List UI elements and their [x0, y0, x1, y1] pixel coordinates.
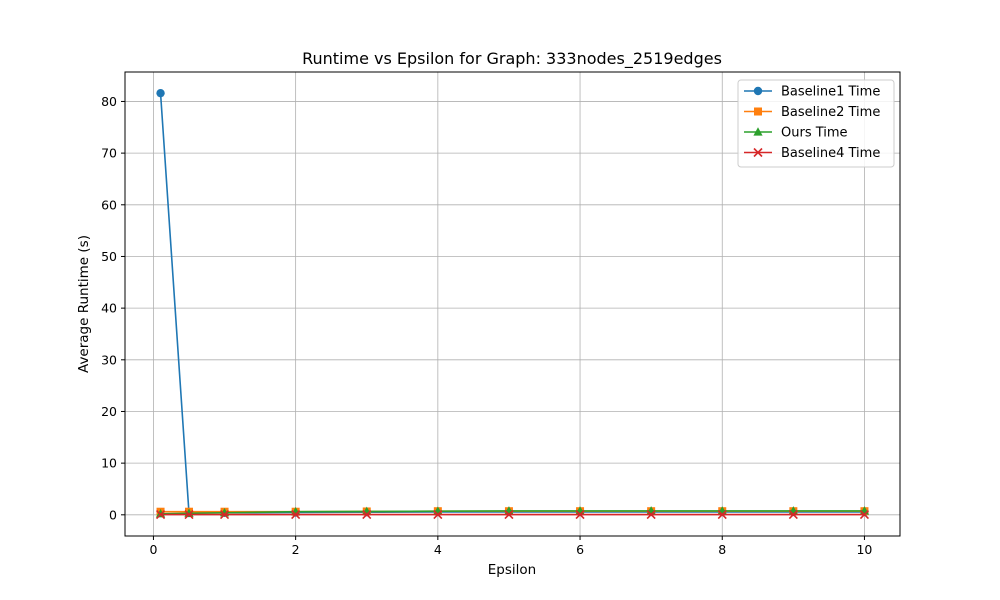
y-tick-label: 10 — [101, 456, 117, 471]
data-point-baseline4-time — [155, 509, 166, 520]
x-marker-stroke — [219, 509, 230, 520]
x-marker-stroke — [184, 509, 194, 520]
x-marker-stroke — [859, 509, 870, 520]
legend-box — [737, 79, 895, 168]
y-tick-label: 20 — [101, 404, 117, 419]
x-marker-stroke — [575, 509, 585, 520]
y-tick-label: 60 — [101, 197, 117, 212]
legend-label: Baseline2 Time — [781, 105, 880, 120]
legend-label: Ours Time — [781, 126, 848, 141]
plot-frame — [124, 71, 901, 537]
series-group — [155, 88, 870, 520]
legend-marker — [754, 107, 762, 116]
data-point-baseline4-time — [859, 509, 870, 520]
x-marker-stroke — [646, 509, 656, 520]
x-marker-stroke — [362, 509, 372, 520]
legend-marker — [753, 86, 763, 96]
legend-entry: Baseline4 Time — [744, 146, 880, 161]
axis-ticks: 0 2 4 6 8 10 0 10 20 30 40 50 60 70 80 — [101, 94, 872, 557]
series-baseline4-time — [155, 509, 870, 520]
x-marker-stroke — [433, 509, 443, 520]
data-point-baseline4-time — [433, 509, 443, 520]
data-point-baseline4-time — [575, 509, 585, 520]
data-point-baseline4-time — [646, 509, 656, 520]
y-tick-label: 0 — [109, 507, 117, 522]
x-marker-stroke — [788, 509, 798, 520]
x-tick-label: 2 — [292, 542, 300, 557]
series-line-ours-time — [160, 510, 865, 515]
x-marker-stroke — [504, 509, 514, 520]
data-point-baseline4-time — [184, 509, 194, 520]
data-point-baseline4-time — [291, 509, 301, 520]
x-tick-label: 0 — [149, 542, 157, 557]
y-tick-label: 70 — [101, 146, 117, 161]
y-axis-label: Average Runtime (s) — [76, 235, 92, 373]
data-point-baseline1-time — [156, 88, 165, 98]
y-tick-label: 80 — [101, 94, 117, 109]
legend-entry: Ours Time — [744, 126, 848, 141]
x-tick-label: 4 — [434, 542, 442, 557]
legend: Baseline1 Time Baseline2 Time Ours Time Bas… — [737, 79, 895, 168]
chart-title: Runtime vs Epsilon for Graph: 333nodes_2… — [302, 49, 722, 69]
x-marker-stroke — [155, 509, 166, 520]
y-tick-label: 40 — [101, 301, 117, 316]
x-tick-label: 8 — [718, 542, 726, 557]
data-point-baseline4-time — [362, 509, 372, 520]
y-tick-label: 30 — [101, 352, 117, 367]
y-tick-label: 50 — [101, 249, 117, 264]
x-tick-label: 6 — [576, 542, 584, 557]
legend-marker — [753, 147, 763, 158]
legend-label: Baseline1 Time — [781, 85, 880, 100]
legend-entry: Baseline2 Time — [744, 105, 880, 120]
data-point-baseline4-time — [717, 509, 727, 520]
grid — [125, 72, 900, 536]
data-point-baseline4-time — [788, 509, 798, 520]
data-point-baseline4-time — [219, 509, 230, 520]
x-marker-stroke — [291, 509, 301, 520]
legend-entry: Baseline1 Time — [744, 85, 880, 100]
x-tick-label: 10 — [856, 542, 872, 557]
x-marker-stroke — [753, 147, 763, 158]
x-axis-label: Epsilon — [488, 562, 536, 578]
legend-label: Baseline4 Time — [781, 146, 880, 161]
x-marker-stroke — [717, 509, 727, 520]
legend-marker — [753, 127, 763, 136]
data-point-baseline4-time — [504, 509, 514, 520]
